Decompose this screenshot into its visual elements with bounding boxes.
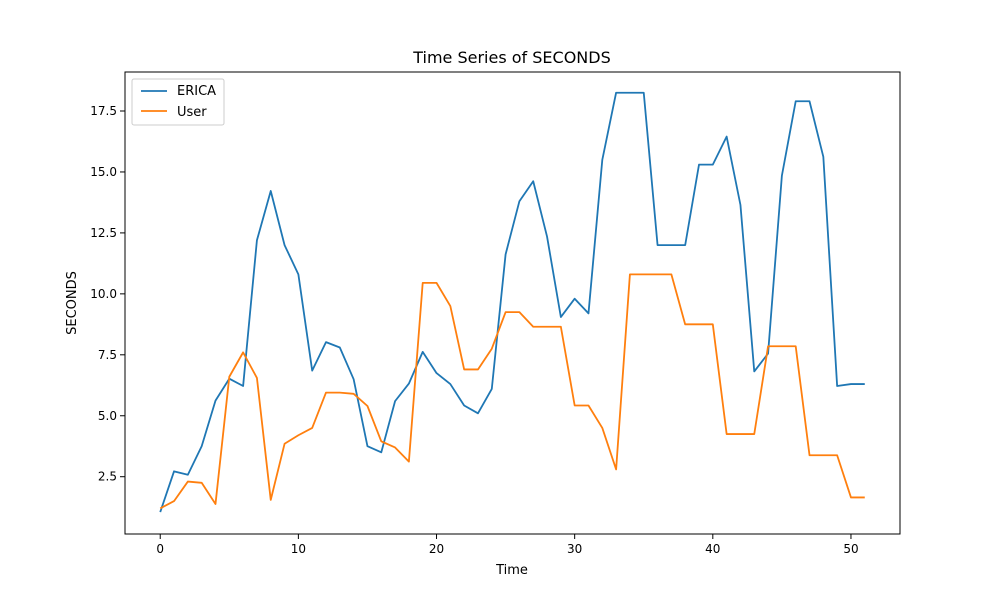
x-tick-label: 20 — [429, 542, 444, 556]
x-axis-label: Time — [495, 563, 528, 578]
y-axis-ticks: 2.5 5.0 7.5 10.0 12.5 15.0 17.5 — [90, 104, 125, 484]
x-axis-ticks: 0 10 20 30 40 50 — [156, 534, 859, 556]
series-lines — [159, 91, 865, 513]
y-axis-label: SECONDS — [65, 271, 80, 335]
y-tick-label: 17.5 — [90, 104, 117, 118]
y-tick-label: 7.5 — [98, 348, 117, 362]
x-tick-label: 40 — [705, 542, 720, 556]
plot-frame — [124, 71, 901, 535]
series-line-erica — [159, 91, 865, 513]
y-tick-label: 10.0 — [90, 287, 117, 301]
series-line-user — [159, 273, 865, 510]
x-tick-label: 0 — [156, 542, 164, 556]
legend-label-user: User — [177, 105, 207, 120]
legend: ERICA User — [131, 78, 225, 126]
legend-label-erica: ERICA — [177, 84, 216, 99]
chart-title: Time Series of SECONDS — [412, 48, 611, 67]
y-tick-label: 12.5 — [90, 226, 117, 240]
y-tick-label: 2.5 — [98, 470, 117, 484]
x-tick-label: 30 — [567, 542, 582, 556]
x-tick-label: 50 — [843, 542, 858, 556]
y-tick-label: 5.0 — [98, 409, 117, 423]
y-tick-label: 15.0 — [90, 165, 117, 179]
x-tick-label: 10 — [291, 542, 306, 556]
